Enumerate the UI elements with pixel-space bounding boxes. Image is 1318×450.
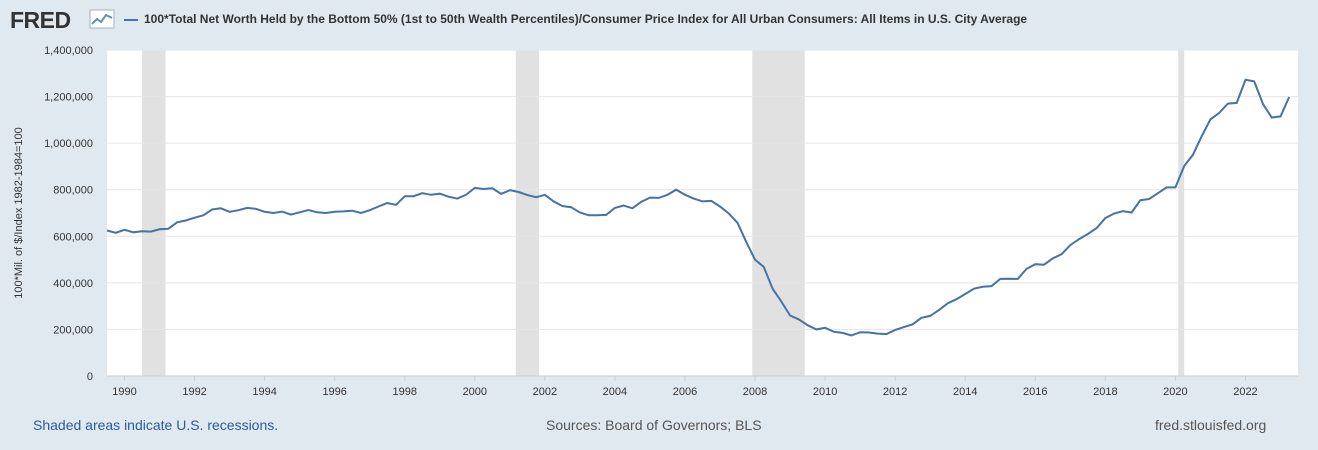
recession-band-3 [1178,50,1185,376]
x-tick-label: 2018 [1093,386,1117,398]
recession-band-0 [142,50,166,376]
fred-logo[interactable]: FRED [10,7,71,33]
x-tick-label: 2016 [1023,386,1047,398]
x-tick-label: 1998 [393,386,417,398]
y-tick-label: 0 [87,371,93,383]
y-axis-label: 100*Mil. of $/Index 1982-1984=100 [13,127,25,299]
line-chart: 0 200,000 400,000 600,000 800,000 1,000,000 1,… [13,45,1298,398]
recession-band-2 [752,50,805,376]
series-title: 100*Total Net Worth Held by the Bottom 5… [144,12,1028,26]
x-tick-label: 2022 [1233,386,1257,398]
site-link[interactable]: fred.stlouisfed.org [1155,417,1267,433]
y-tick-label: 1,000,000 [44,138,93,150]
x-tick-label: 1994 [252,386,276,398]
y-tick-label: 1,200,000 [44,92,93,104]
x-tick-label: 2006 [673,386,697,398]
y-tick-label: 400,000 [53,278,93,290]
x-tick-label: 1996 [322,386,346,398]
x-tick-label: 2010 [813,386,837,398]
x-tick-label: 2012 [883,386,907,398]
chart-header: FRED 100*Total Net Worth Held by the Bot… [0,0,1318,40]
x-tick-label: 2014 [953,386,977,398]
y-tick-label: 600,000 [53,231,93,243]
x-tick-label: 2008 [743,386,767,398]
recession-note: Shaded areas indicate U.S. recessions. [33,417,279,433]
x-tick-label: 2002 [533,386,557,398]
legend-line-marker [124,19,138,21]
series-line [106,78,1291,337]
x-tick-label: 2020 [1163,386,1187,398]
x-tick-label: 1990 [112,386,136,398]
gridlines [107,49,1298,377]
y-axis-ticks: 0 200,000 400,000 600,000 800,000 1,000,000 1,… [44,45,93,383]
x-tick-label: 2004 [603,386,627,398]
x-axis-ticks: 1990 1992 1994 1996 1998 2000 2002 2004 2006 2008… [112,376,1258,398]
line-chart-icon [89,9,115,29]
y-tick-label: 1,400,000 [44,45,93,57]
x-tick-label: 1992 [182,386,206,398]
x-tick-label: 2000 [463,386,487,398]
sources-text: Sources: Board of Governors; BLS [546,417,762,433]
y-tick-label: 200,000 [53,324,93,336]
recession-band-1 [515,50,539,376]
recession-shading [142,50,1185,376]
plot-area [107,50,1298,376]
y-tick-label: 800,000 [53,185,93,197]
